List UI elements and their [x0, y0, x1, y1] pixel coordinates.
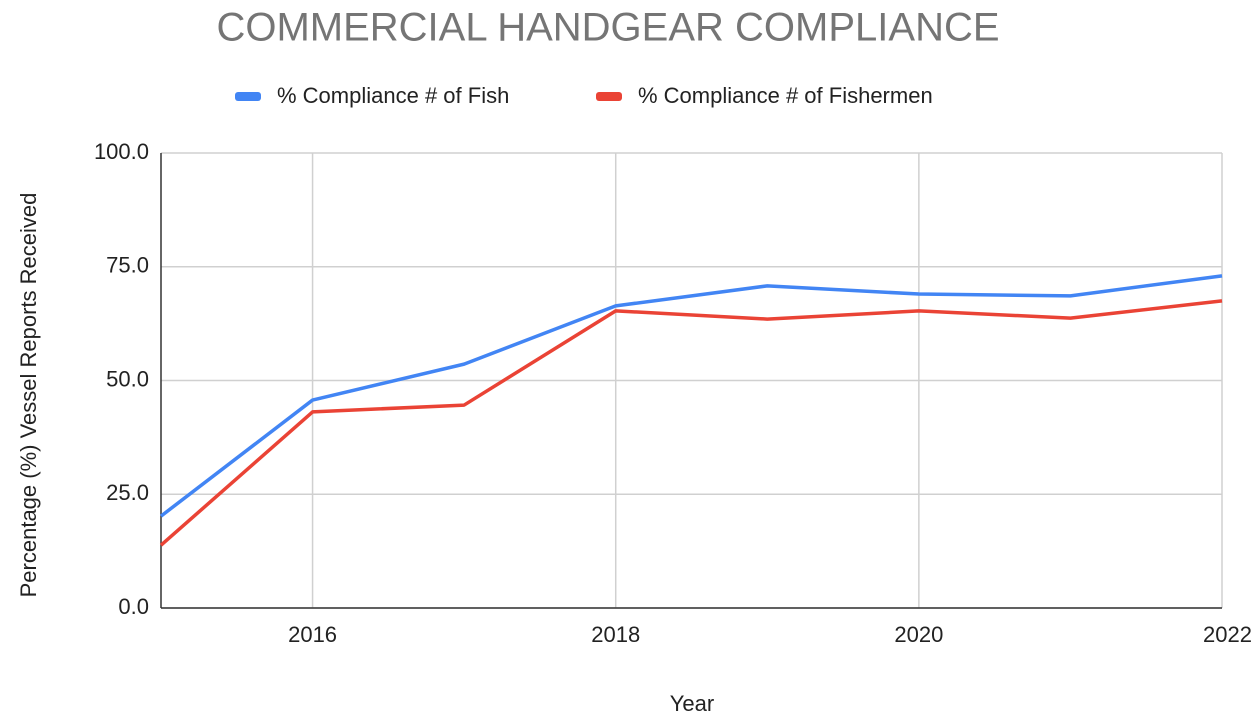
- y-tick-label: 75.0: [106, 253, 149, 278]
- legend-swatch: [596, 92, 622, 101]
- y-tick-label: 50.0: [106, 366, 149, 391]
- x-tick-label: 2022: [1203, 622, 1252, 647]
- x-tick-label: 2018: [591, 622, 640, 647]
- y-axis-label: Percentage (%) Vessel Reports Received: [16, 193, 41, 598]
- y-tick-label: 100.0: [94, 139, 149, 164]
- line-series: [159, 299, 1223, 547]
- line-series: [159, 274, 1223, 518]
- x-tick-label: 2020: [894, 622, 943, 647]
- x-axis-label: Year: [670, 691, 714, 716]
- x-tick-label: 2016: [288, 622, 337, 647]
- legend-swatch: [235, 92, 261, 101]
- chart-title: COMMERCIAL HANDGEAR COMPLIANCE: [216, 6, 999, 50]
- y-tick-label: 0.0: [118, 594, 149, 619]
- y-tick-label: 25.0: [106, 480, 149, 505]
- legend-label: % Compliance # of Fishermen: [638, 83, 933, 108]
- legend-label: % Compliance # of Fish: [277, 83, 509, 108]
